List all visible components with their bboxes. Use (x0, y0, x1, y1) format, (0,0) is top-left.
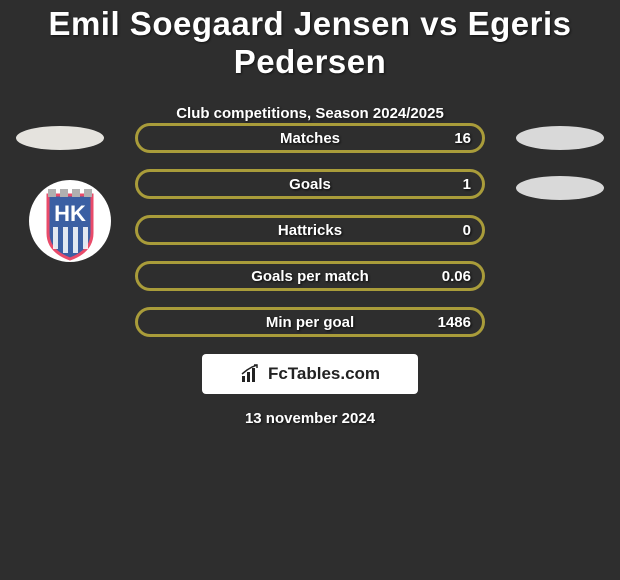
stat-value: 0 (463, 222, 471, 239)
chart-icon (240, 364, 262, 384)
stat-bars: Matches 16 Goals 1 Hattricks 0 Goals per… (135, 123, 485, 353)
stat-label: Goals (135, 176, 485, 193)
brand-watermark: FcTables.com (202, 354, 418, 394)
brand-text: FcTables.com (268, 364, 380, 384)
stat-bar-goals-per-match: Goals per match 0.06 (135, 261, 485, 291)
stat-bar-matches: Matches 16 (135, 123, 485, 153)
stat-value: 1 (463, 176, 471, 193)
main-title: Emil Soegaard Jensen vs Egeris Pedersen (0, 0, 620, 81)
stat-bar-hattricks: Hattricks 0 (135, 215, 485, 245)
subtitle: Club competitions, Season 2024/2025 (0, 105, 620, 122)
svg-text:HK: HK (54, 201, 86, 226)
right-player-marker-1 (516, 126, 604, 150)
club-logo: HK (28, 179, 112, 263)
stat-label: Matches (135, 130, 485, 147)
stat-bar-min-per-goal: Min per goal 1486 (135, 307, 485, 337)
stat-value: 16 (454, 130, 471, 147)
stat-bar-goals: Goals 1 (135, 169, 485, 199)
comparison-infographic: Emil Soegaard Jensen vs Egeris Pedersen … (0, 0, 620, 580)
left-player-marker-1 (16, 126, 104, 150)
stat-label: Goals per match (135, 268, 485, 285)
stat-label: Hattricks (135, 222, 485, 239)
right-player-marker-2 (516, 176, 604, 200)
stat-value: 1486 (438, 314, 471, 331)
stat-label: Min per goal (135, 314, 485, 331)
stat-value: 0.06 (442, 268, 471, 285)
date-text: 13 november 2024 (0, 410, 620, 427)
